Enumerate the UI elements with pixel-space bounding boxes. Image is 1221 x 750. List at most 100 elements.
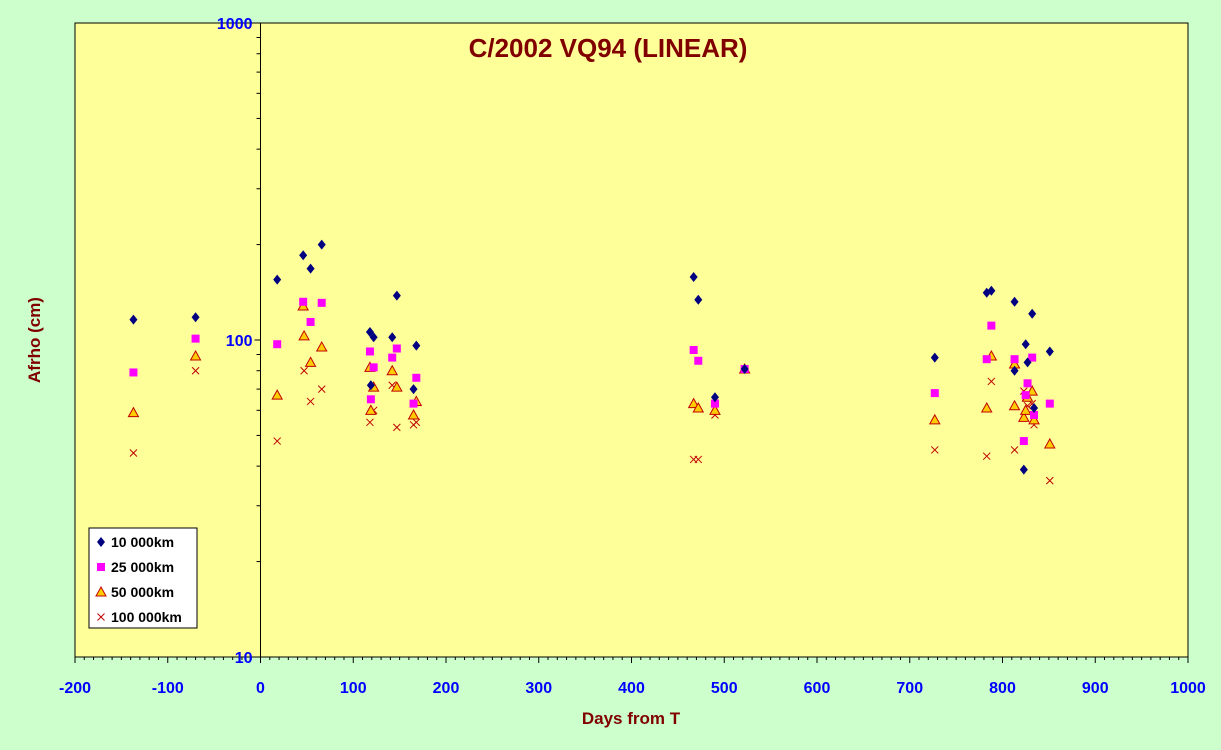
x-tick-label: 100 — [340, 680, 367, 697]
point-25000km — [1019, 437, 1028, 446]
x-stroke — [930, 446, 939, 454]
x-tick-label: 200 — [433, 680, 460, 697]
point-10000km — [987, 285, 996, 296]
point-100000km — [412, 418, 421, 427]
point-10000km — [392, 290, 401, 301]
point-25000km — [191, 334, 200, 343]
point-25000km — [273, 340, 282, 349]
point-50000km — [386, 364, 399, 376]
legend-marker — [95, 585, 107, 597]
legend-label: 25 000km — [111, 559, 174, 575]
point-25000km — [365, 347, 374, 356]
point-25000km — [409, 399, 418, 408]
legend-label: 100 000km — [111, 609, 182, 625]
point-50000km — [189, 350, 202, 361]
point-100000km — [191, 366, 200, 375]
x-tick-label: 300 — [525, 680, 552, 697]
legend-marker — [97, 537, 105, 547]
point-25000km — [366, 395, 375, 404]
point-10000km — [306, 263, 315, 274]
y-tick-label: 10 — [235, 650, 253, 667]
point-25000km — [369, 363, 378, 372]
point-25000km — [299, 297, 308, 306]
point-25000km — [1010, 355, 1019, 364]
legend-label: 50 000km — [111, 584, 174, 600]
x-stroke — [982, 452, 991, 461]
point-25000km — [392, 344, 401, 353]
point-25000km — [317, 298, 326, 307]
point-100000km — [1045, 476, 1054, 485]
x-stroke — [1019, 387, 1028, 395]
x-stroke — [366, 418, 374, 427]
data-points — [127, 239, 1056, 485]
point-25000km — [1021, 391, 1030, 400]
x-stroke — [1045, 476, 1054, 485]
x-stroke — [1028, 399, 1037, 408]
point-10000km — [366, 380, 375, 391]
point-50000km — [127, 406, 140, 418]
x-tick-label: 500 — [711, 680, 738, 697]
point-10000km — [1045, 346, 1054, 357]
x-axis-title: Days from T — [582, 709, 681, 728]
axes: -200 -100 0 100 200 300 400 500 600 700 800 900 1000… — [59, 16, 1206, 697]
x-stroke — [317, 385, 326, 393]
legend-label: 10 000km — [111, 534, 174, 550]
point-10000km — [1028, 308, 1037, 319]
point-50000km — [304, 356, 317, 367]
point-25000km — [710, 399, 719, 408]
point-100000km — [392, 423, 401, 432]
x-tick-label: 900 — [1082, 680, 1109, 697]
x-tick-label: 800 — [989, 680, 1016, 697]
point-50000km — [1043, 437, 1056, 449]
point-50000km — [1028, 413, 1040, 425]
point-25000km — [1028, 353, 1037, 362]
point-50000km — [1008, 399, 1021, 411]
point-25000km — [930, 389, 939, 398]
point-10000km — [930, 352, 939, 363]
point-25000km — [694, 356, 703, 365]
point-50000km — [390, 381, 403, 392]
point-50000km — [692, 402, 705, 413]
point-50000km — [709, 404, 721, 415]
x-stroke — [300, 366, 308, 375]
legend-marker — [97, 613, 105, 621]
point-100000km — [930, 446, 939, 454]
y-axis-title: Afrho (cm) — [25, 297, 44, 383]
point-50000km — [928, 413, 941, 425]
x-stroke — [392, 423, 401, 432]
x-tick-label: 700 — [896, 680, 923, 697]
x-stroke — [273, 437, 282, 445]
legend-box — [88, 527, 198, 629]
x-tick-label: 400 — [618, 680, 645, 697]
point-10000km — [191, 312, 200, 323]
point-50000km — [271, 389, 284, 400]
point-10000km — [317, 239, 326, 250]
point-100000km — [987, 377, 996, 386]
point-10000km — [273, 274, 282, 285]
point-10000km — [369, 332, 378, 343]
legend: 10 000km 25 000km 50 000km 100 000km — [88, 527, 198, 629]
point-50000km — [1019, 404, 1032, 415]
y-tick-label: 100 — [226, 333, 253, 350]
x-stroke — [987, 377, 996, 386]
point-25000km — [388, 353, 397, 362]
point-50000km — [980, 402, 993, 413]
point-10000km — [1030, 403, 1039, 414]
point-10000km — [388, 332, 397, 343]
point-10000km — [1019, 464, 1028, 475]
point-100000km — [273, 437, 282, 445]
point-10000km — [710, 392, 719, 403]
point-25000km — [689, 345, 698, 354]
point-25000km — [1030, 410, 1039, 419]
point-50000km — [365, 404, 377, 415]
x-stroke — [306, 397, 315, 406]
point-10000km — [129, 314, 138, 325]
point-25000km — [306, 317, 315, 326]
x-stroke — [412, 418, 421, 427]
point-10000km — [1021, 339, 1030, 350]
x-stroke — [97, 613, 105, 621]
point-25000km — [982, 355, 991, 364]
point-25000km — [1023, 379, 1032, 388]
